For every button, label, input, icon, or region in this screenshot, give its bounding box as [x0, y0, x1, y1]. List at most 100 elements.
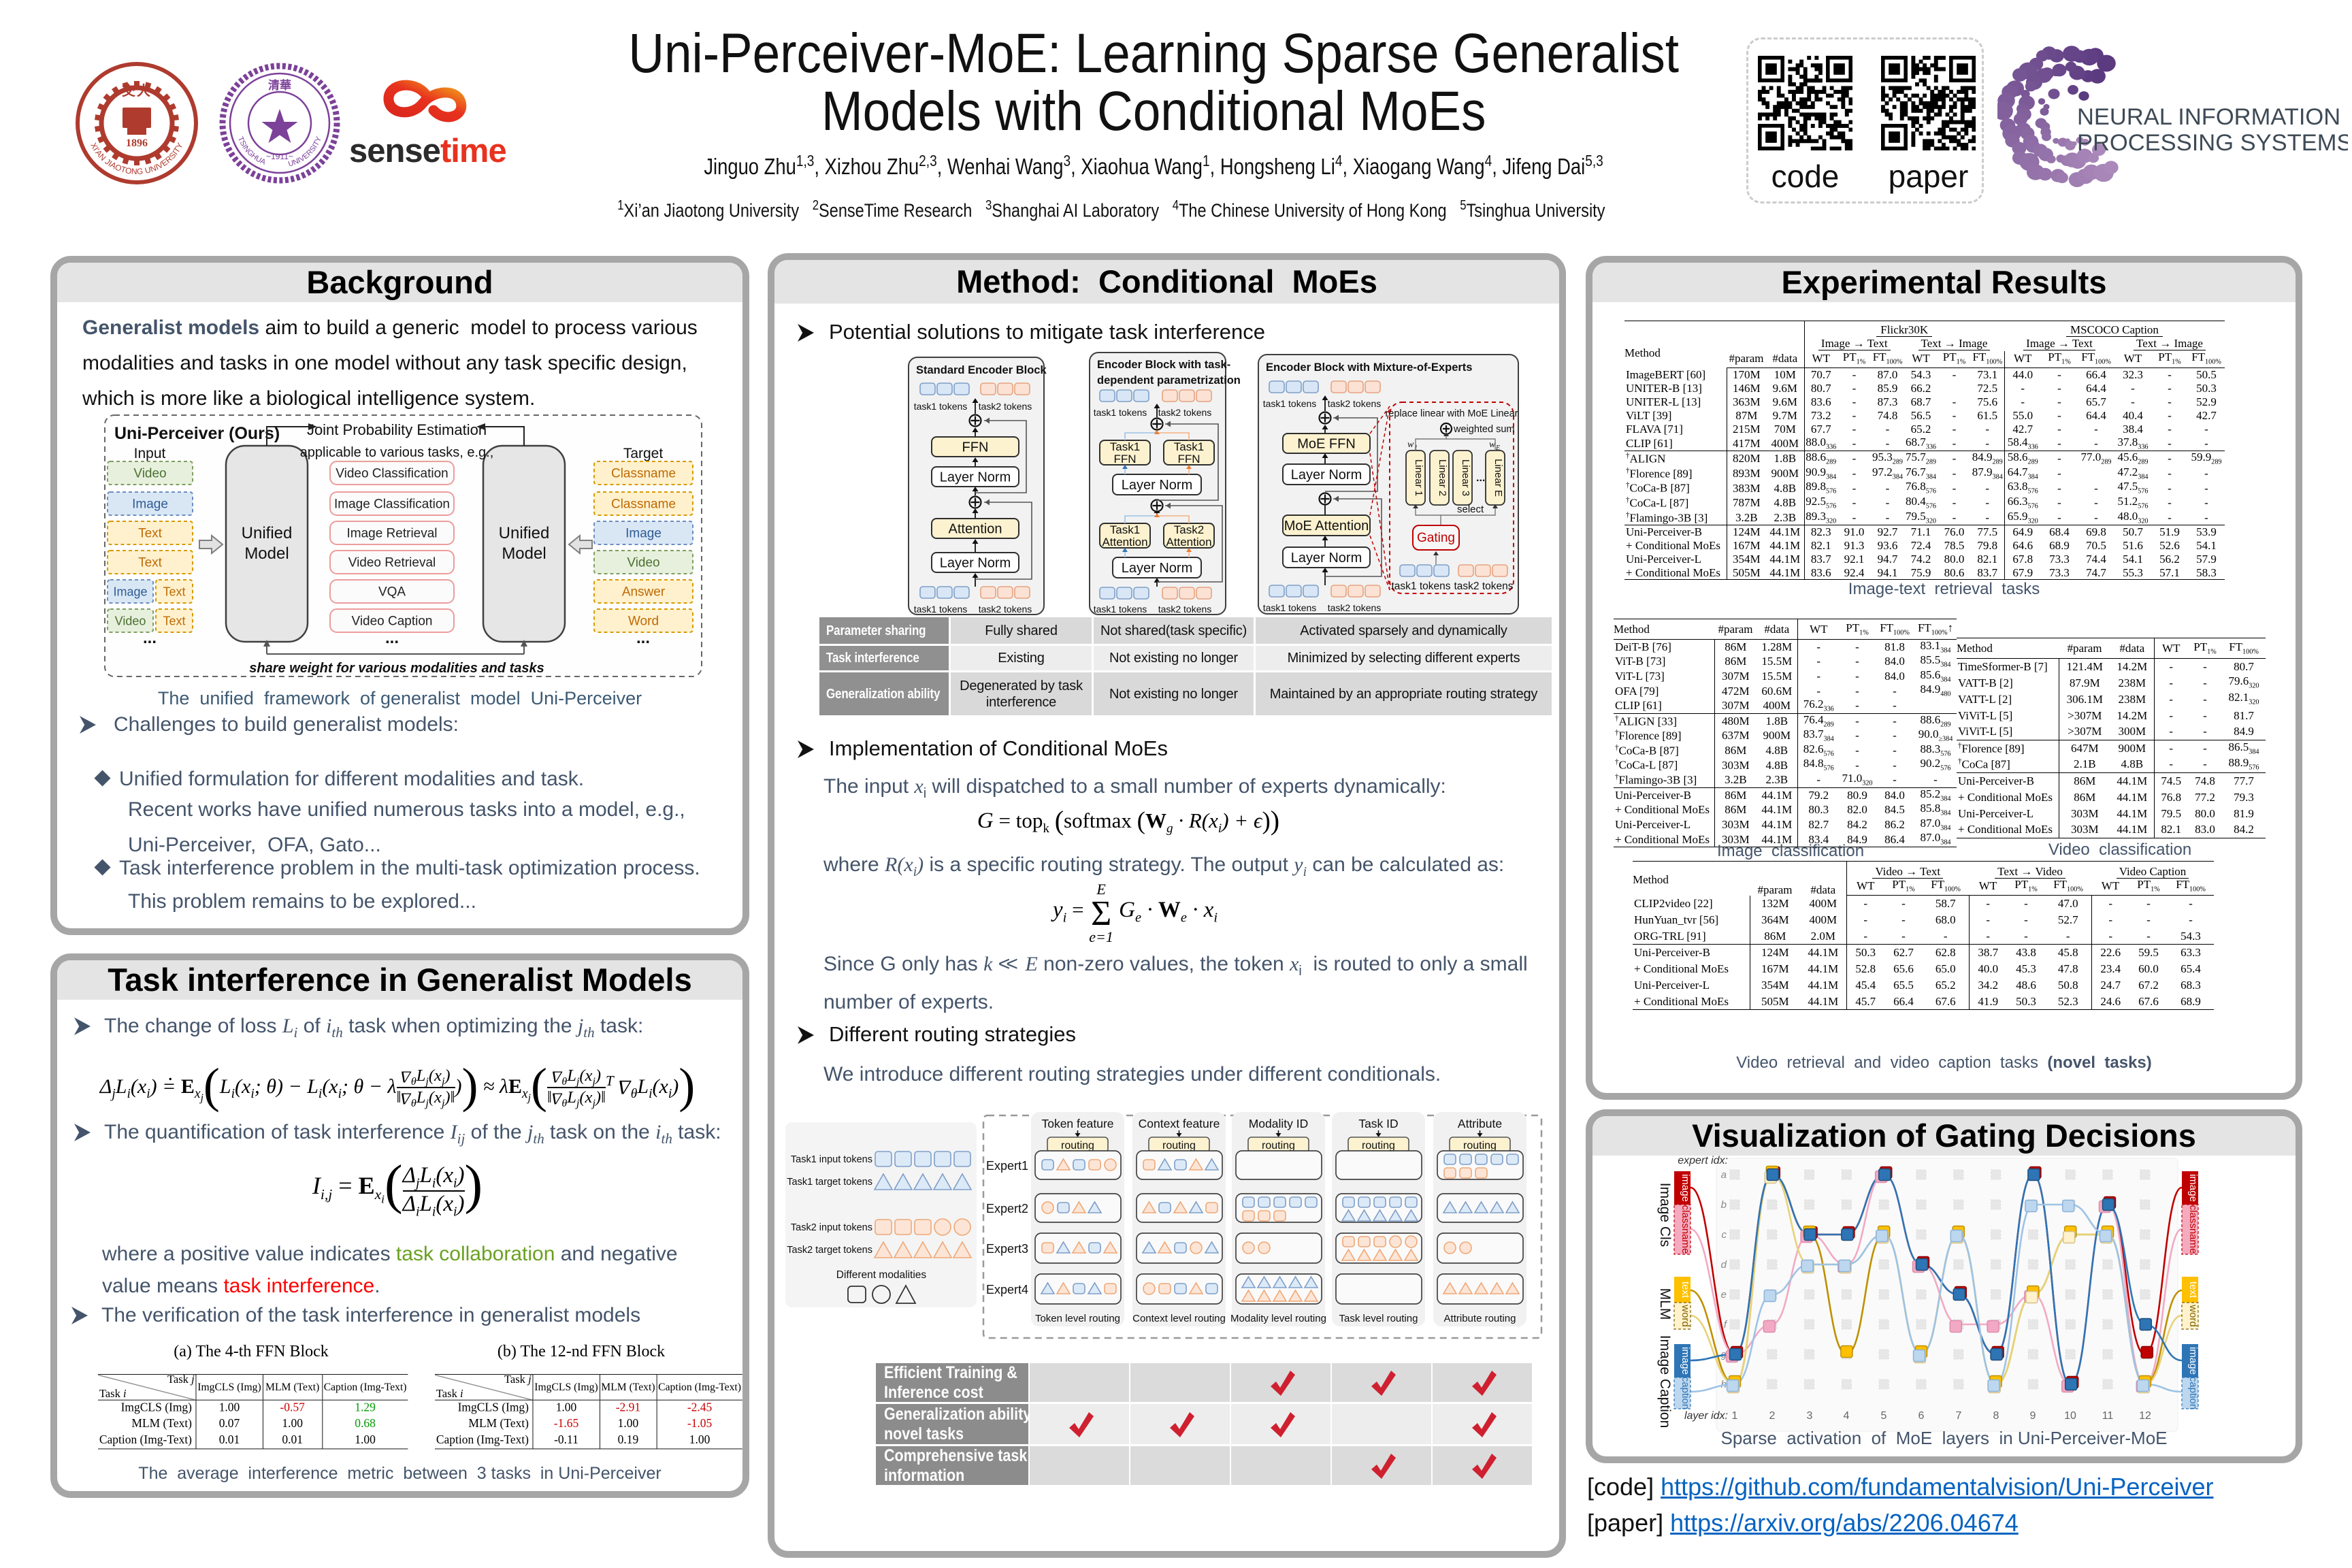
svg-text:Attribute routing: Attribute routing	[1444, 1313, 1516, 1324]
svg-text:Uni-Perceiver (Ours): Uni-Perceiver (Ours)	[114, 424, 280, 443]
svg-text:Task1: Task1	[1110, 523, 1140, 536]
svg-text:NEURAL INFORMATION: NEURAL INFORMATION	[2077, 104, 2340, 130]
svg-text:expert idx:: expert idx:	[1678, 1155, 1728, 1166]
svg-text:Context level routing: Context level routing	[1132, 1313, 1226, 1324]
svg-text:select: select	[1457, 504, 1484, 515]
svg-text:Gating: Gating	[1417, 531, 1455, 545]
svg-text:Linear E: Linear E	[1492, 459, 1504, 497]
svg-text:Video: Video	[627, 556, 659, 570]
svg-text:FFN: FFN	[1113, 453, 1136, 466]
svg-text:Expert3: Expert3	[986, 1242, 1028, 1256]
svg-text:Attention: Attention	[1166, 536, 1211, 549]
svg-text:task1 tokens: task1 tokens	[1391, 581, 1450, 592]
svg-text:Classname: Classname	[611, 467, 676, 481]
svg-text:1: 1	[1732, 1410, 1738, 1422]
svg-text:Task1: Task1	[1110, 440, 1140, 453]
svg-text:image: image	[2187, 1174, 2199, 1202]
svg-text:Image Cls: Image Cls	[1657, 1183, 1673, 1247]
svg-text:Modality level routing: Modality level routing	[1230, 1313, 1326, 1324]
svg-text:12: 12	[2139, 1410, 2151, 1422]
svg-text:routing: routing	[1061, 1140, 1094, 1152]
svg-text:Task ID: Task ID	[1358, 1117, 1398, 1130]
svg-text:Encoder Block with Mixture-of-: Encoder Block with Mixture-of-Experts	[1266, 361, 1472, 374]
svg-text:text: text	[1680, 1281, 1691, 1298]
svg-text:image: image	[2187, 1347, 2199, 1375]
svg-text:2: 2	[1769, 1410, 1776, 1422]
svg-text:交大: 交大	[122, 82, 152, 99]
svg-text:Token feature: Token feature	[1041, 1117, 1113, 1130]
svg-text:caption: caption	[2187, 1377, 2199, 1409]
svg-text:Task2: Task2	[1174, 523, 1204, 536]
svg-text:Token level routing: Token level routing	[1035, 1313, 1120, 1324]
svg-text:Image Classification: Image Classification	[334, 497, 450, 512]
svg-text:d: d	[1721, 1259, 1727, 1271]
svg-text:Input: Input	[134, 446, 166, 461]
svg-text:...: ...	[385, 629, 399, 647]
svg-text:task1 tokens: task1 tokens	[914, 604, 968, 615]
svg-text:a: a	[1721, 1169, 1727, 1181]
svg-text:FFN: FFN	[1177, 453, 1200, 466]
svg-text:dependent parametrization: dependent parametrization	[1097, 374, 1241, 387]
svg-text:c: c	[1722, 1229, 1727, 1241]
svg-text:Task1: Task1	[1174, 440, 1204, 453]
svg-text:Image Caption: Image Caption	[1657, 1335, 1673, 1428]
svg-text:share weight for various modal: share weight for various modalities and …	[249, 661, 544, 676]
svg-text:Layer Norm: Layer Norm	[940, 470, 1011, 485]
svg-text:task1 tokens: task1 tokens	[1263, 602, 1317, 613]
svg-text:E: E	[1495, 444, 1500, 452]
svg-text:task2 tokens: task2 tokens	[1158, 604, 1212, 615]
svg-text:...: ...	[636, 629, 650, 647]
svg-text:Attention: Attention	[1102, 536, 1147, 549]
svg-text:...: ...	[143, 629, 157, 647]
svg-text:Image: Image	[132, 497, 168, 512]
svg-text:1896: 1896	[126, 137, 148, 149]
svg-text:Expert1: Expert1	[986, 1159, 1028, 1173]
svg-text:task1 tokens: task1 tokens	[1094, 407, 1147, 418]
svg-text:routing: routing	[1362, 1140, 1395, 1152]
svg-text:MLM: MLM	[1657, 1288, 1673, 1320]
svg-text:MoE Attention: MoE Attention	[1284, 519, 1369, 534]
svg-text:b: b	[1721, 1199, 1727, 1211]
svg-text:Model: Model	[244, 544, 289, 563]
svg-text:task1 tokens: task1 tokens	[1263, 398, 1317, 409]
svg-text:routing: routing	[1463, 1140, 1497, 1152]
svg-text:applicable to various tasks, e: applicable to various tasks, e.g.,	[300, 445, 494, 460]
svg-text:Context feature: Context feature	[1139, 1117, 1220, 1130]
svg-text:Attribute: Attribute	[1458, 1117, 1502, 1130]
svg-text:Joint Probability Estimation: Joint Probability Estimation	[307, 421, 487, 438]
svg-text:task2 tokens: task2 tokens	[979, 401, 1032, 412]
svg-text:6: 6	[1918, 1410, 1925, 1422]
svg-text:Expert4: Expert4	[986, 1283, 1028, 1296]
svg-text:Standard Encoder Block: Standard Encoder Block	[916, 364, 1047, 376]
svg-text:清華: 清華	[268, 78, 291, 92]
svg-text:3: 3	[1807, 1410, 1813, 1422]
svg-text:image: image	[1680, 1347, 1691, 1375]
svg-text:layer idx:: layer idx:	[1684, 1410, 1728, 1422]
svg-text:Image: Image	[625, 527, 662, 541]
svg-text:9: 9	[2030, 1410, 2036, 1422]
svg-text:image: image	[1680, 1174, 1691, 1202]
svg-text:f: f	[1724, 1319, 1728, 1330]
svg-text:4: 4	[1844, 1410, 1850, 1422]
svg-text:w: w	[1407, 440, 1414, 450]
svg-text:classname: classname	[2187, 1205, 2199, 1254]
svg-text:text: text	[2187, 1281, 2199, 1298]
svg-text:task2 tokens: task2 tokens	[1454, 581, 1513, 592]
svg-text:FFN: FFN	[962, 440, 989, 455]
svg-text:Layer Norm: Layer Norm	[1291, 551, 1362, 566]
svg-text:Text: Text	[163, 585, 185, 598]
svg-text:MoE FFN: MoE FFN	[1297, 437, 1356, 452]
svg-text:e: e	[1721, 1289, 1727, 1301]
svg-text:7: 7	[1956, 1410, 1962, 1422]
svg-text:w: w	[1489, 440, 1496, 450]
svg-text:Unified: Unified	[499, 524, 550, 542]
svg-text:VQA: VQA	[378, 585, 406, 600]
svg-text:~1911~: ~1911~	[266, 152, 293, 161]
svg-text:Video Caption: Video Caption	[351, 615, 432, 629]
svg-text:Text: Text	[138, 556, 163, 570]
svg-text:word: word	[2187, 1304, 2199, 1327]
svg-text:task1 tokens: task1 tokens	[914, 401, 968, 412]
svg-text:Video Retrieval: Video Retrieval	[348, 556, 436, 570]
svg-text:caption: caption	[1680, 1377, 1691, 1409]
svg-text:Attention: Attention	[949, 522, 1002, 537]
